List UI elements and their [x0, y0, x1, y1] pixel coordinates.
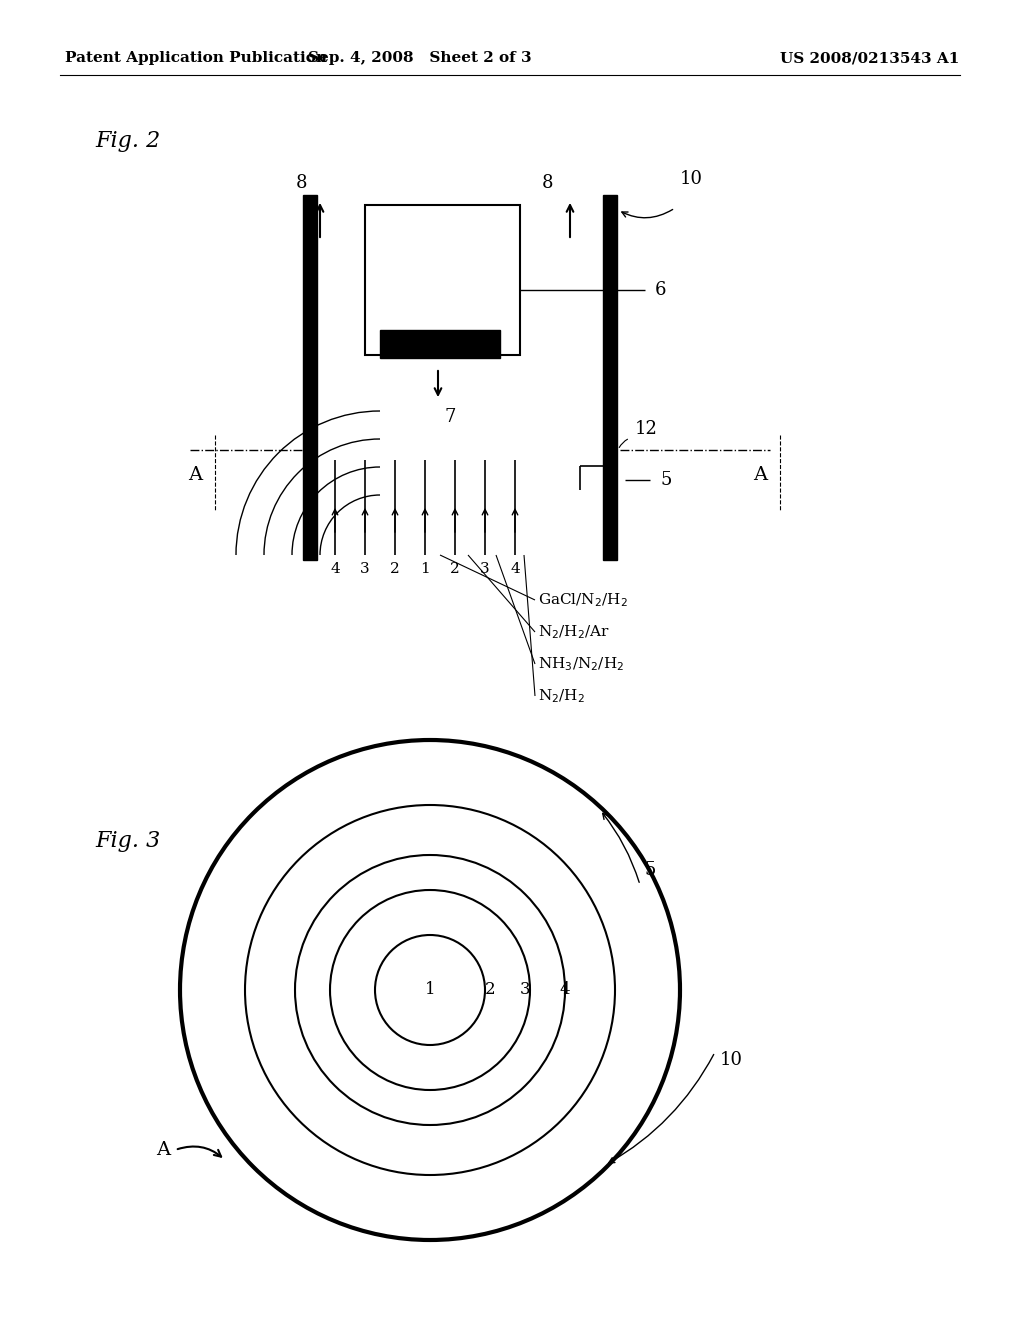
Text: 4: 4 — [510, 562, 520, 576]
Text: A: A — [753, 466, 767, 484]
Bar — [380, 330, 500, 358]
Text: 3: 3 — [520, 982, 530, 998]
Text: 10: 10 — [720, 1051, 743, 1069]
Text: 6: 6 — [655, 281, 667, 300]
Text: 5: 5 — [645, 861, 656, 879]
Text: 4: 4 — [330, 562, 340, 576]
Text: Sep. 4, 2008   Sheet 2 of 3: Sep. 4, 2008 Sheet 2 of 3 — [308, 51, 531, 65]
Bar — [603, 195, 617, 560]
Text: Patent Application Publication: Patent Application Publication — [65, 51, 327, 65]
Text: 4: 4 — [560, 982, 570, 998]
Text: 8: 8 — [296, 174, 307, 191]
Text: 1: 1 — [425, 982, 435, 998]
Text: GaCl/N$_2$/H$_2$: GaCl/N$_2$/H$_2$ — [538, 591, 628, 609]
Text: 5: 5 — [660, 471, 672, 488]
Text: N$_2$/H$_2$/Ar: N$_2$/H$_2$/Ar — [538, 623, 610, 640]
Text: A: A — [156, 1140, 170, 1159]
Text: NH$_3$/N$_2$/H$_2$: NH$_3$/N$_2$/H$_2$ — [538, 655, 625, 673]
Text: 2: 2 — [451, 562, 460, 576]
Text: 2: 2 — [390, 562, 400, 576]
Text: A: A — [188, 466, 202, 484]
Text: 12: 12 — [635, 420, 657, 438]
Text: 3: 3 — [480, 562, 489, 576]
Text: 10: 10 — [680, 170, 703, 187]
Text: 3: 3 — [360, 562, 370, 576]
Text: Fig. 3: Fig. 3 — [95, 830, 160, 851]
Text: 2: 2 — [484, 982, 496, 998]
Text: Fig. 2: Fig. 2 — [95, 129, 160, 152]
Text: US 2008/0213543 A1: US 2008/0213543 A1 — [780, 51, 959, 65]
Bar — [365, 205, 520, 355]
Text: 7: 7 — [444, 408, 456, 426]
Text: 1: 1 — [420, 562, 430, 576]
Bar — [303, 195, 317, 560]
Text: N$_2$/H$_2$: N$_2$/H$_2$ — [538, 688, 585, 705]
Text: 8: 8 — [542, 174, 553, 191]
